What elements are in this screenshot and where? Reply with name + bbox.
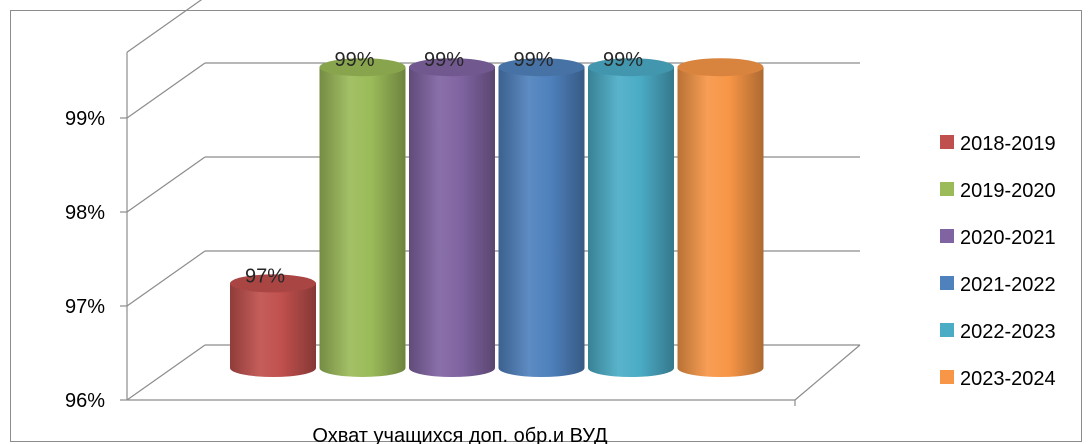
legend-swatch: [940, 323, 954, 337]
data-label: 99%: [603, 49, 643, 71]
bar-body: [498, 67, 585, 377]
bar-body: [588, 67, 674, 377]
floor-edge: [794, 344, 861, 401]
bar-body: [677, 67, 764, 377]
bar-top: [409, 58, 495, 77]
bar-body: [409, 67, 495, 377]
chart-frame: [10, 10, 1082, 442]
bar: [677, 58, 764, 377]
legend-swatch: [940, 370, 954, 384]
data-label: 99%: [334, 49, 374, 71]
y-tick-label: 99%: [65, 108, 105, 130]
data-label: 99%: [424, 49, 464, 71]
bar: [498, 58, 585, 377]
bars: [230, 58, 764, 377]
data-label: 97%: [245, 265, 285, 287]
gridline: [126, 344, 206, 401]
gridline: [126, 156, 206, 213]
bar: [319, 58, 406, 377]
legend-label: 2020-2021: [960, 227, 1056, 249]
bar-top: [230, 274, 316, 293]
legend-swatch: [940, 276, 954, 290]
legend-label: 2022-2023: [960, 321, 1056, 343]
bar-body: [230, 283, 316, 377]
legend-swatch: [940, 229, 954, 243]
bar-top: [498, 58, 585, 77]
y-tick-label: 96%: [65, 390, 105, 412]
bar: [230, 274, 316, 377]
bar-top: [588, 58, 674, 77]
gridline: [126, 62, 206, 119]
legend-swatch: [940, 135, 954, 149]
legend: 2018-2019 2019-2020 2020-2021 2021-2022 2022…: [940, 133, 1056, 390]
bar: [409, 58, 495, 377]
gridline: [126, 0, 203, 53]
data-labels: 97% 99% 99% 99% 99%: [245, 49, 643, 287]
data-label: 99%: [513, 49, 553, 71]
bar: [588, 58, 674, 377]
gridline: [126, 250, 206, 307]
bar-top: [319, 58, 406, 77]
legend-label: 2019-2020: [960, 180, 1056, 202]
legend-label: 2021-2022: [960, 274, 1056, 296]
x-axis-category-label: Охват учащихся доп. обр.и ВУД: [312, 425, 608, 444]
y-tick-label: 98%: [65, 202, 105, 224]
legend-label: 2018-2019: [960, 133, 1056, 155]
legend-swatch: [940, 182, 954, 196]
y-axis: 96% 97% 98% 99%: [65, 52, 128, 412]
y-tick-label: 97%: [65, 296, 105, 318]
legend-label: 2023-2024: [960, 368, 1056, 390]
bar-top: [677, 58, 764, 77]
bar-body: [319, 67, 406, 377]
